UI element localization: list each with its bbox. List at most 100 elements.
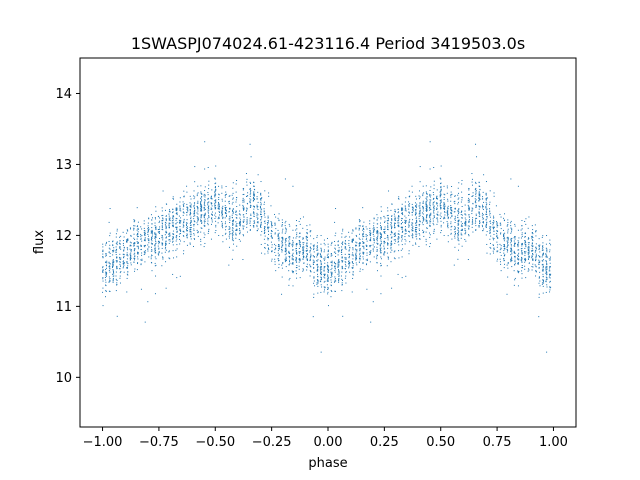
data-point <box>190 233 192 235</box>
data-point <box>363 236 365 238</box>
data-point <box>426 205 428 207</box>
data-point <box>285 228 287 230</box>
data-point <box>151 217 153 219</box>
data-point <box>451 206 453 208</box>
data-point <box>298 265 300 267</box>
data-point <box>253 205 255 207</box>
data-point <box>510 259 512 261</box>
data-point <box>126 262 128 264</box>
data-point <box>532 237 534 238</box>
data-point <box>379 247 381 249</box>
data-point <box>144 246 146 248</box>
data-point <box>250 192 252 194</box>
data-point <box>528 244 530 246</box>
data-point <box>291 258 293 260</box>
data-point <box>440 186 442 188</box>
data-point <box>232 221 234 223</box>
data-point <box>485 214 487 216</box>
data-point <box>513 250 515 252</box>
data-point <box>362 233 364 235</box>
data-point <box>525 246 527 248</box>
data-point <box>535 255 537 257</box>
data-point <box>373 246 375 248</box>
data-point <box>148 242 150 244</box>
data-point <box>179 233 181 235</box>
data-point <box>517 229 519 231</box>
data-point <box>289 242 291 244</box>
data-point <box>229 228 231 230</box>
data-point <box>168 222 170 224</box>
data-point <box>264 216 266 218</box>
data-point <box>352 267 354 269</box>
data-point <box>147 235 149 237</box>
data-point <box>225 225 227 227</box>
data-point <box>102 243 104 245</box>
data-point <box>478 197 480 199</box>
data-point <box>323 286 325 288</box>
data-point <box>172 215 174 217</box>
data-point <box>429 217 431 219</box>
data-point <box>440 189 442 191</box>
data-point <box>303 250 305 252</box>
data-point <box>461 217 463 219</box>
data-point <box>172 230 174 232</box>
data-point <box>303 242 305 244</box>
data-point <box>330 271 332 273</box>
data-point <box>246 231 248 233</box>
data-point <box>218 205 220 207</box>
data-point <box>221 198 223 200</box>
data-point <box>172 215 174 217</box>
data-point <box>239 229 241 231</box>
data-point <box>549 251 551 253</box>
data-point <box>468 216 470 218</box>
data-point <box>468 208 470 210</box>
data-point <box>151 237 153 239</box>
data-point <box>520 237 522 239</box>
data-point <box>320 271 322 273</box>
data-point <box>429 236 431 238</box>
data-point <box>109 279 111 281</box>
data-point <box>366 288 368 290</box>
data-point <box>532 249 534 251</box>
data-point <box>450 207 452 209</box>
data-point <box>335 248 336 250</box>
data-point <box>457 223 459 225</box>
data-point <box>541 260 543 262</box>
data-point <box>365 244 367 246</box>
data-point <box>517 263 519 265</box>
data-point <box>296 252 298 254</box>
data-point <box>232 192 234 194</box>
data-point <box>370 244 372 246</box>
data-point <box>165 215 167 217</box>
data-point <box>422 218 424 220</box>
data-point <box>295 256 297 258</box>
data-point <box>231 194 233 196</box>
data-point <box>150 256 152 258</box>
data-point <box>425 201 427 203</box>
data-point <box>373 238 375 240</box>
data-point <box>109 290 111 292</box>
data-point <box>295 237 297 239</box>
data-point <box>532 254 534 256</box>
data-point <box>115 242 117 244</box>
data-point <box>190 205 192 207</box>
data-point <box>465 224 467 226</box>
data-point <box>398 198 400 200</box>
data-point <box>312 259 314 261</box>
data-point <box>246 220 248 222</box>
data-point <box>281 293 283 295</box>
data-point <box>274 213 275 215</box>
data-point <box>260 211 262 213</box>
data-point <box>510 254 512 256</box>
data-point <box>520 259 522 261</box>
data-point <box>359 270 361 272</box>
data-point <box>493 217 495 219</box>
data-point <box>240 221 242 223</box>
data-point <box>162 229 164 231</box>
data-point <box>326 254 328 256</box>
data-point <box>532 259 534 261</box>
data-point <box>208 209 210 211</box>
data-point <box>467 199 469 201</box>
data-point <box>306 243 308 245</box>
data-point <box>235 237 237 239</box>
